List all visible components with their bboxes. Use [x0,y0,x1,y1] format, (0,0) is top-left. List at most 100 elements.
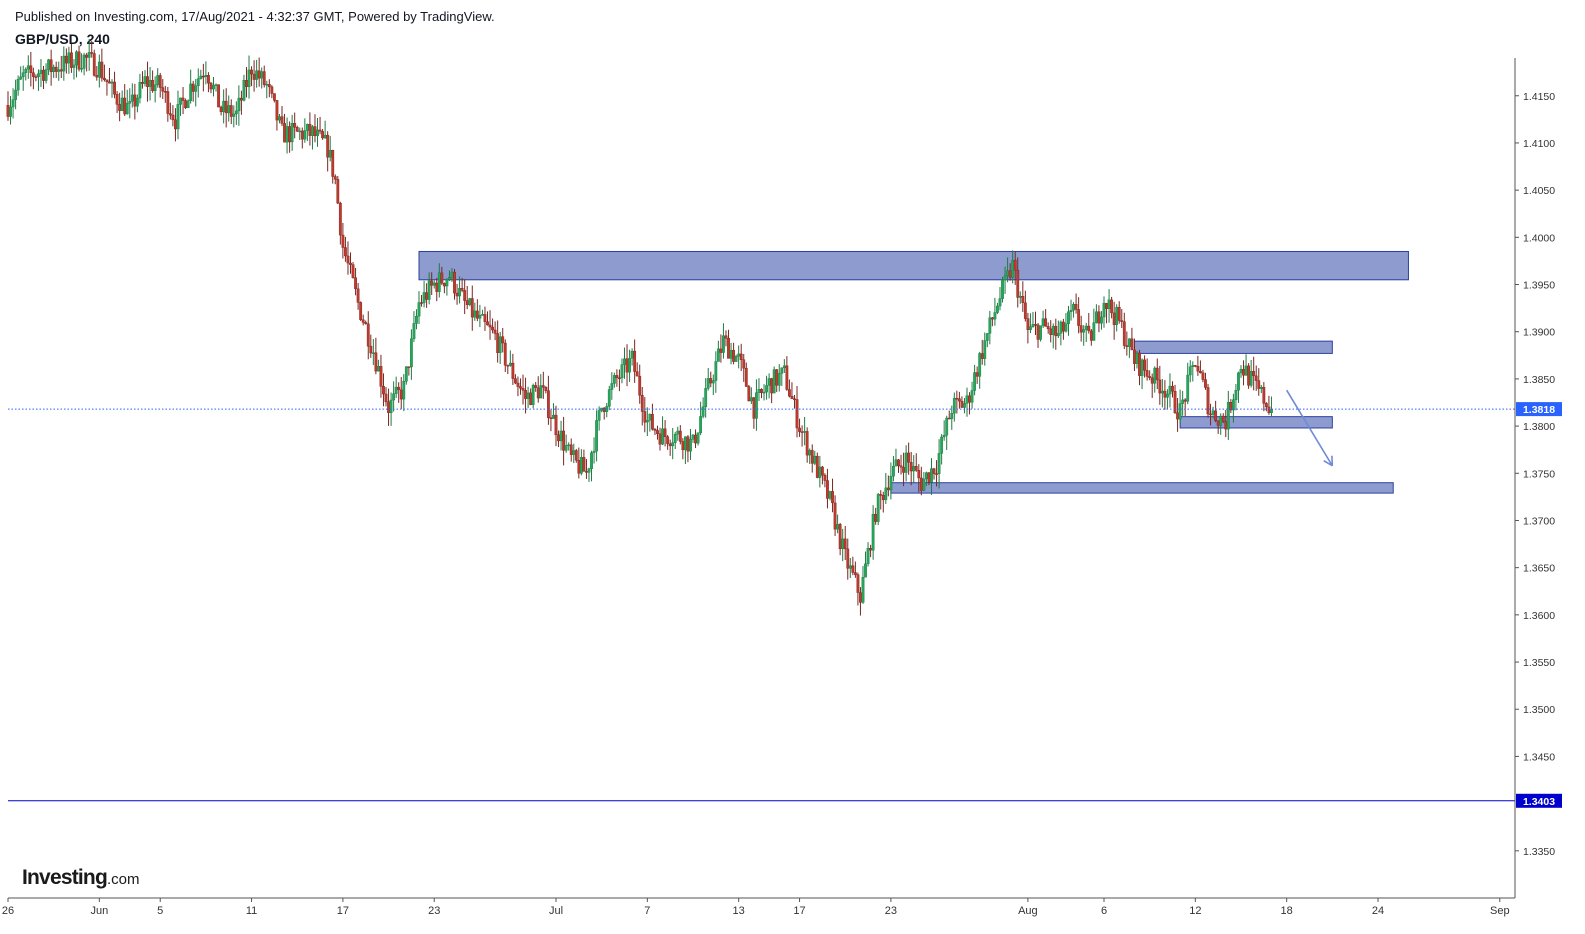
candle [922,472,926,491]
candle-body [529,392,533,405]
candle [557,430,560,448]
candle [656,425,659,440]
candle-body [313,126,317,137]
candle-body [1206,387,1210,415]
candle-body [1145,370,1149,377]
candle [366,311,370,360]
candle [346,241,350,275]
candle [902,452,905,487]
candle-body [554,414,558,436]
candle-body [874,513,878,522]
candle-body [344,247,347,257]
candle [404,366,408,385]
candle [201,63,205,92]
candle-body [922,478,926,491]
candle [70,43,73,73]
candle [963,398,966,414]
candle [582,449,586,472]
overlays-layer: 1.3818 1.3403 [8,389,1562,808]
zone-rect-3[interactable] [1179,416,1333,429]
candle-body [607,389,611,407]
candle-body [1021,295,1025,303]
candle [217,84,220,108]
candle [227,95,231,122]
candle [384,387,388,407]
candle [455,283,459,305]
candle-body [1201,372,1205,380]
candle [257,57,261,87]
candle [151,70,155,93]
candle-body [526,392,530,399]
candle [130,83,134,108]
candle-body [597,410,601,421]
candle [85,52,89,72]
candle [120,90,124,112]
candle-body [412,323,416,340]
candle-body [39,69,43,74]
candle-body [582,457,586,472]
candle [1155,358,1159,390]
candle-body [498,336,502,353]
candle [420,294,423,307]
candle [585,459,588,479]
candle-body [696,432,700,444]
candle-body [602,407,606,412]
candle [945,415,949,450]
candle [1201,369,1205,383]
down-arrow-icon[interactable] [1285,389,1334,467]
candle-body [1186,374,1190,402]
candle [407,366,411,376]
candle [44,63,48,84]
candle [755,379,758,431]
candle-body [775,369,779,386]
candle [34,74,38,82]
candle-body [26,65,30,70]
candle-body [1120,320,1124,322]
candle [422,280,426,308]
candle-body [813,455,817,464]
candle-body [92,53,96,76]
candle [280,106,284,127]
zone-rect-2[interactable] [1133,340,1333,354]
candle [947,410,951,420]
candle-body [364,322,368,325]
candle-body [666,436,670,444]
candle-body [493,329,497,334]
candle-body [184,100,187,109]
candle [590,450,593,482]
price-tick-label: 1.4000 [1523,232,1555,244]
price-tick-label: 1.3350 [1523,846,1555,858]
time-tick-label: 18 [1281,905,1293,917]
candle [194,78,198,107]
candle [851,556,855,576]
candle-body [978,353,982,377]
candle [567,442,571,451]
candle-body [87,52,91,58]
candle-body [47,59,50,70]
candle-body [470,298,474,318]
candle-body [683,436,687,451]
candle [1049,320,1053,343]
candle-body [879,494,883,496]
candle [331,149,335,184]
candle-body [536,387,540,399]
candle [425,283,429,308]
candle [506,364,510,375]
candle [417,291,421,324]
zone-rect-1[interactable] [418,250,1409,281]
candle [742,353,746,382]
candle [361,314,365,326]
candle [435,277,439,302]
candle-body [354,277,357,290]
candle [440,266,444,286]
zone-rect-4[interactable] [890,482,1394,494]
candle [747,384,751,402]
candle [831,478,834,513]
candle [1168,373,1172,408]
time-tick-label: Jun [90,905,108,917]
candle [313,114,317,143]
time-tick-label: 24 [1372,905,1384,917]
candle-body [379,366,383,387]
candle [283,113,286,143]
